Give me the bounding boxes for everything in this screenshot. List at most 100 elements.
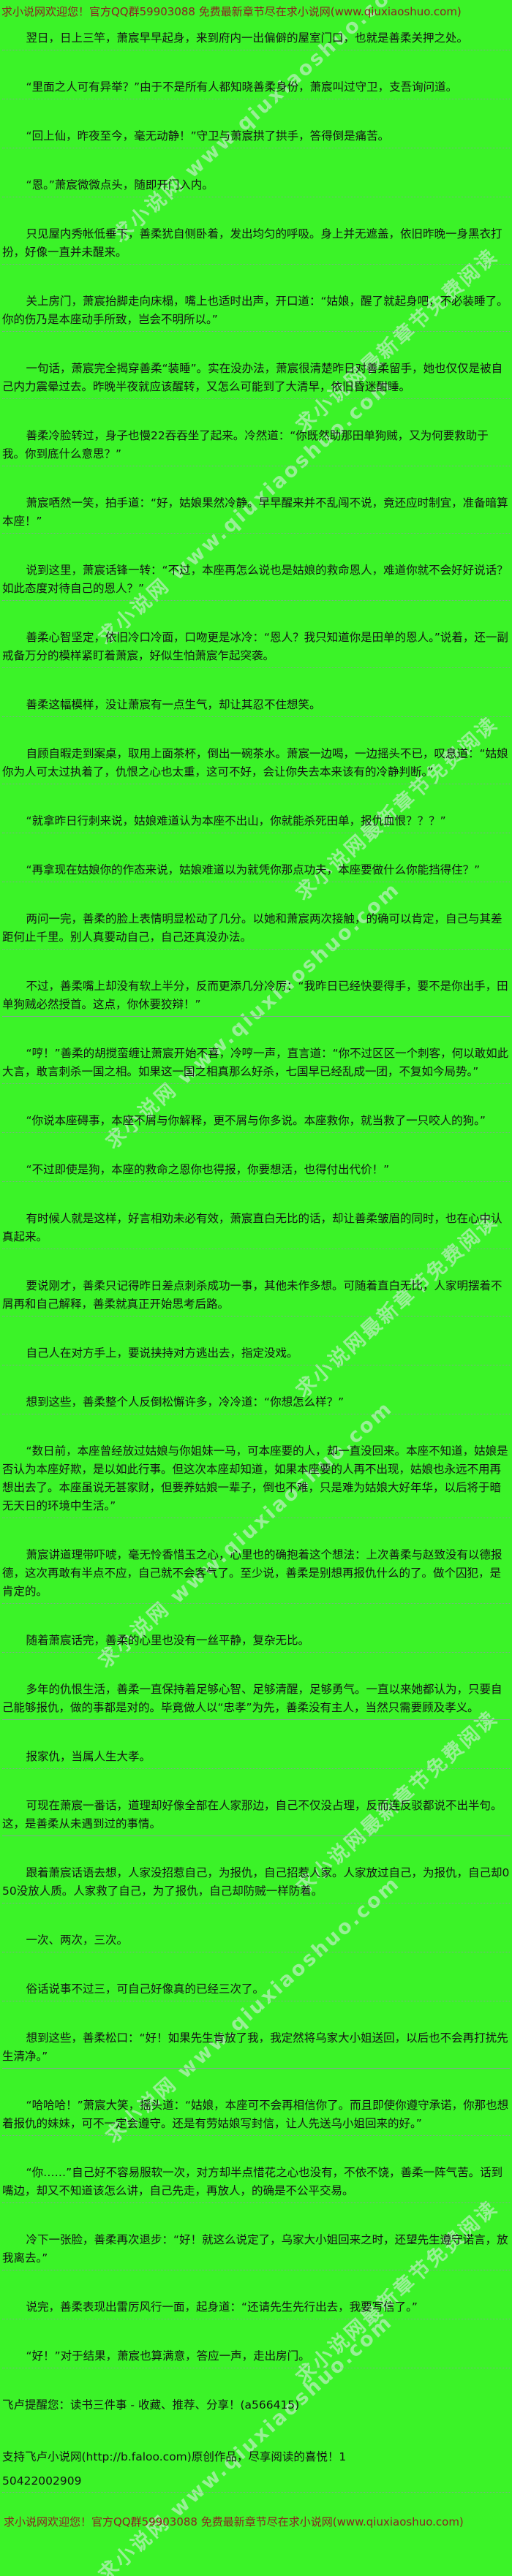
paragraph: 善柔冷脸转过，身子也慢22吞吞坐了起来。冷然道：“你既然助那田单狗贼，又为何要救… [2, 427, 510, 466]
paragraph-text: 冷下一张脸，善柔再次退步：“好！就这么说定了，乌家大小姐回来之时，还望先生遵守诺… [2, 2233, 508, 2265]
paragraph-text: 随着萧宸话完，善柔的心里也没有一丝平静，复杂无比。 [26, 1634, 310, 1647]
paragraph-text: “你……”自己好不容易服软一次，对方却半点惜花之心也没有，不依不饶，善柔一阵气苦… [2, 2166, 503, 2197]
paragraph-text: 善柔这幅模样，没让萧宸有一点生气，却让其忍不住想笑。 [26, 698, 321, 711]
paragraph: “你说本座碍事，本座不屑与你解释，更不屑与你多说。本座救你，就当救了一只咬人的狗… [2, 1112, 510, 1133]
book-id: 50422002909 [2, 2474, 82, 2488]
paragraph-text: 不过，善柔嘴上却没有软上半分，反而更添几分冷厉：“我昨日已经快要得手，要不是你出… [2, 980, 508, 1011]
paragraph-text: 想到这些，善柔整个人反倒松懈许多，冷冷道：“你想怎么样？” [26, 1395, 345, 1409]
paragraph: “里面之人可有异举？”由于不是所有人都知晓善柔身份，萧宸叫过守卫，支吾询问道。 [2, 78, 510, 99]
paragraph-text: 自顾自暇走到案桌，取用上面茶杯，倒出一碗茶水。萧宸一边喝，一边摇头不已，叹息道：… [2, 747, 508, 779]
paragraph-text: 只见屋内秀帐低垂下，善柔犹自侧卧着，发出均匀的呼吸。身上并无遮盖，依旧昨晚一身黑… [2, 227, 502, 259]
paragraph: 可现在萧宸一番话，道理却好像全部在人家那边，自己不仅没占理，反而连反驳都说不出半… [2, 1797, 510, 1836]
paragraph: “你……”自己好不容易服软一次，对方却半点惜花之心也没有，不依不饶，善柔一阵气苦… [2, 2164, 510, 2203]
paragraph: 说到这里，萧宸话锋一转：“不过，本座再怎么说也是姑娘的救命恩人，难道你就不会好好… [2, 561, 510, 601]
page-footer: 飞卢提醒您：读书三件事 - 收藏、推荐、分享！(a566415) 支持飞卢小说网… [0, 2396, 512, 2535]
faloo-reminder-line: 飞卢提醒您：读书三件事 - 收藏、推荐、分享！(a566415) [2, 2398, 300, 2412]
paragraph-separator [2, 1083, 510, 1084]
paragraph-text: “不过即使是狗，本座的救命之恩你也得报，你要想活，也得付出代价！” [26, 1163, 390, 1176]
paragraph-separator [2, 949, 510, 950]
paragraph: 想到这些，善柔松口：“好！如果先生肯放了我，我定然将乌家大小姐送回，以后也不会再… [2, 2029, 510, 2069]
paragraph: 要说刚才，善柔只记得昨日差点刺杀成功一事，其他未作多想。可随着直白无比，人家明摆… [2, 1277, 510, 1317]
paragraph-text: “回上仙，昨夜至今，毫无动静！”守卫与萧宸拱了拱手，答得倒是痛苦。 [26, 129, 390, 143]
paragraph-separator [2, 1719, 510, 1720]
paragraph-separator [2, 1016, 510, 1017]
paragraph: 随着萧宸话完，善柔的心里也没有一丝平静，复杂无比。 [2, 1632, 510, 1653]
paragraph: “不过即使是狗，本座的救命之恩你也得报，你要想活，也得付出代价！” [2, 1161, 510, 1182]
paragraph-text: “再拿现在姑娘你的作态来说，姑娘难道以为就凭你那点功夫，本座要做什么你能挡得住？… [26, 863, 481, 876]
paragraph-text: 跟着萧宸话语去想，人家没招惹自己，为报仇，自己招惹人家。人家放过自己，为报仇，自… [2, 1866, 510, 1898]
paragraph-text: 善柔冷脸转过，身子也慢22吞吞坐了起来。冷然道：“你既然助那田单狗贼，又为何要救… [2, 429, 489, 461]
paragraph-separator [2, 533, 510, 534]
paragraph: 不过，善柔嘴上却没有软上半分，反而更添几分冷厉：“我昨日已经快要得手，要不是你出… [2, 977, 510, 1017]
paragraph: 萧宸哂然一笑，拍手道：“好，姑娘果然冷静。早早醒来并不乱闯不说，竟还应时制宜，准… [2, 494, 510, 534]
paragraph: “哈哈哈！”萧宸大笑，摇头道：“姑娘，本座可不会再相信你了。而且即使你遵守承诺，… [2, 2096, 510, 2136]
paragraph-separator [2, 2202, 510, 2203]
paragraph: 报家仇，当属人生大孝。 [2, 1748, 510, 1769]
paragraph: “哼！”善柔的胡搅蛮缠让萧宸开始不喜，冷哼一声，直言道：“你不过区区一个刺客，何… [2, 1045, 510, 1084]
paragraph-text: 翌日，日上三竿，萧宸早早起身，来到府内一出偏僻的屋室门口，也就是善柔关押之处。 [26, 31, 469, 45]
paragraph: 善柔这幅模样，没让萧宸有一点生气，却让其忍不住想笑。 [2, 696, 510, 717]
paragraph-text: 善柔心智坚定，依旧冷口冷面，口吻更是冰冷：“恩人？我只知道你是田单的恩人。”说着… [2, 631, 508, 662]
paragraph-separator [2, 398, 510, 399]
paragraph-text: “里面之人可有异举？”由于不是所有人都知晓善柔身份，萧宸叫过守卫，支吾询问道。 [26, 80, 458, 94]
paragraph-separator [2, 2068, 510, 2069]
paragraph-text: 一句话，萧宸完全揭穿善柔“装睡”。实在没办法，萧宸很清楚昨日对善柔留手，她也仅仅… [2, 362, 503, 393]
paragraph-separator [2, 1316, 510, 1317]
paragraph-text: “恩。”萧宸微微点头，随即开门入内。 [26, 178, 214, 192]
paragraph-separator [2, 1652, 510, 1653]
site-banner-bottom: 求小说网欢迎您！官方QQ群59903088 免费最新章节尽在求小说网(www.q… [4, 2515, 464, 2528]
paragraph: 萧宸讲道理带吓唬，毫无怜香惜玉之心，心里也的确抱着这个想法：上次善柔与赵致没有以… [2, 1546, 510, 1604]
paragraph-text: 要说刚才，善柔只记得昨日差点刺杀成功一事，其他未作多想。可随着直白无比，人家明摆… [2, 1279, 502, 1311]
paragraph-separator [2, 600, 510, 601]
paragraph-separator [2, 1132, 510, 1133]
site-banner-top: 求小说网欢迎您！官方QQ群59903088 免费最新章节尽在求小说网(www.q… [1, 5, 462, 18]
paragraph: 俗话说事不过三，可自己好像真的已经三次了。 [2, 1980, 510, 2001]
paragraph-text: “就拿昨日行刺来说，姑娘难道认为本座不出山，你就能杀死田单，报仇血恨？？？” [26, 814, 446, 827]
paragraph-text: 萧宸哂然一笑，拍手道：“好，姑娘果然冷静。早早醒来并不乱闯不说，竟还应时制宜，准… [2, 496, 508, 528]
paragraph-separator [2, 716, 510, 717]
paragraph: 说完，善柔表现出雷厉风行一面，起身道：“还请先生先行出去，我要写信了。” [2, 2298, 510, 2319]
paragraph: 想到这些，善柔整个人反倒松懈许多，冷冷道：“你想怎么样？” [2, 1393, 510, 1414]
paragraph: “就拿昨日行刺来说，姑娘难道认为本座不出山，你就能杀死田单，报仇血恨？？？” [2, 812, 510, 833]
footer-separator [2, 2492, 510, 2493]
paragraph: 一句话，萧宸完全揭穿善柔“装睡”。实在没办法，萧宸很清楚昨日对善柔留手，她也仅仅… [2, 360, 510, 399]
paragraph: 自顾自暇走到案桌，取用上面茶杯，倒出一碗茶水。萧宸一边喝，一边摇头不已，叹息道：… [2, 745, 510, 784]
paragraph: 两问一完，善柔的脸上表情明显松动了几分。以她和萧宸两次接触，的确可以肯定，自己与… [2, 910, 510, 950]
paragraph-text: 萧宸讲道理带吓唬，毫无怜香惜玉之心，心里也的确抱着这个想法：上次善柔与赵致没有以… [2, 1548, 502, 1598]
paragraph-separator [2, 667, 510, 668]
paragraph-separator [2, 1768, 510, 1769]
paragraph: 有时候人就是这样，好言相劝未必有效，萧宸直白无比的话，却让善柔皱眉的同时，也在心… [2, 1210, 510, 1249]
paragraph: 多年的仇恨生活，善柔一直保持着足够心智、足够清醒，足够勇气。一直以来她都认为，只… [2, 1681, 510, 1720]
paragraph-text: 想到这些，善柔松口：“好！如果先生肯放了我，我定然将乌家大小姐送回，以后也不会再… [2, 2031, 508, 2063]
paragraph-text: “你说本座碍事，本座不屑与你解释，更不屑与你多说。本座救你，就当救了一只咬人的狗… [26, 1114, 486, 1127]
paragraph-text: “哈哈哈！”萧宸大笑，摇头道：“姑娘，本座可不会再相信你了。而且即使你遵守承诺，… [2, 2099, 509, 2130]
paragraph-text: 关上房门，萧宸抬脚走向床榻，嘴上也适时出声，开口道：“姑娘，醒了就起身吧，不必装… [2, 295, 508, 326]
paragraph-text: “哼！”善柔的胡搅蛮缠让萧宸开始不喜，冷哼一声，直言道：“你不过区区一个刺客，何… [2, 1047, 509, 1078]
faloo-support-line: 支持飞卢小说网(http://b.faloo.com)原创作品，尽享阅读的喜悦！… [2, 2450, 347, 2463]
paragraph: 跟着萧宸话语去想，人家没招惹自己，为报仇，自己招惹人家。人家放过自己，为报仇，自… [2, 1864, 510, 1903]
paragraph: 关上房门，萧宸抬脚走向床榻，嘴上也适时出声，开口道：“姑娘，醒了就起身吧，不必装… [2, 292, 510, 332]
paragraph-text: 多年的仇恨生活，善柔一直保持着足够心智、足够清醒，足够勇气。一直以来她都认为，只… [2, 1683, 502, 1714]
paragraph: 只见屋内秀帐低垂下，善柔犹自侧卧着，发出均匀的呼吸。身上并无遮盖，依旧昨晚一身黑… [2, 225, 510, 265]
paragraph-separator [2, 1603, 510, 1604]
paragraph-text: 自己人在对方手上，要说挟持对方逃出去，指定没戏。 [26, 1346, 298, 1360]
paragraph-separator [2, 331, 510, 332]
paragraph: “再拿现在姑娘你的作态来说，姑娘难道以为就凭你那点功夫，本座要做什么你能挡得住？… [2, 861, 510, 882]
chapter-content: 翌日，日上三竿，萧宸早早起身，来到府内一出偏僻的屋室门口，也就是善柔关押之处。 … [0, 29, 512, 2368]
paragraph: 一次、两次，三次。 [2, 1931, 510, 1952]
paragraph: “好！”对于结果，萧宸也算满意，答应一声，走出房门。 [2, 2347, 510, 2368]
paragraph: 自己人在对方手上，要说挟持对方逃出去，指定没戏。 [2, 1344, 510, 1365]
paragraph-text: 说到这里，萧宸话锋一转：“不过，本座再怎么说也是姑娘的救命恩人，难道你就不会好好… [2, 564, 508, 595]
paragraph-text: 可现在萧宸一番话，道理却好像全部在人家那边，自己不仅没占理，反而连反驳都说不出半… [2, 1799, 502, 1830]
paragraph: 善柔心智坚定，依旧冷口冷面，口吻更是冰冷：“恩人？我只知道你是田单的恩人。”说着… [2, 629, 510, 668]
paragraph: “恩。”萧宸微微点头，随即开门入内。 [2, 176, 510, 197]
paragraph-text: 有时候人就是这样，好言相劝未必有效，萧宸直白无比的话，却让善柔皱眉的同时，也在心… [2, 1212, 502, 1243]
paragraph-separator [2, 1181, 510, 1182]
paragraph-text: 说完，善柔表现出雷厉风行一面，起身道：“还请先生先行出去，我要写信了。” [26, 2300, 418, 2314]
paragraph-text: 俗话说事不过三，可自己好像真的已经三次了。 [26, 1982, 265, 1996]
paragraph-separator [2, 264, 510, 265]
paragraph-text: “数日前，本座曾经放过姑娘与你姐妹一马，可本座要的人，却一直没回来。本座不知道，… [2, 1444, 508, 1512]
paragraph: “回上仙，昨夜至今，毫无动静！”守卫与萧宸拱了拱手，答得倒是痛苦。 [2, 127, 510, 148]
paragraph-text: 两问一完，善柔的脸上表情明显松动了几分。以她和萧宸两次接触，的确可以肯定，自己与… [2, 912, 502, 944]
paragraph: “数日前，本座曾经放过姑娘与你姐妹一马，可本座要的人，却一直没回来。本座不知道，… [2, 1442, 510, 1518]
